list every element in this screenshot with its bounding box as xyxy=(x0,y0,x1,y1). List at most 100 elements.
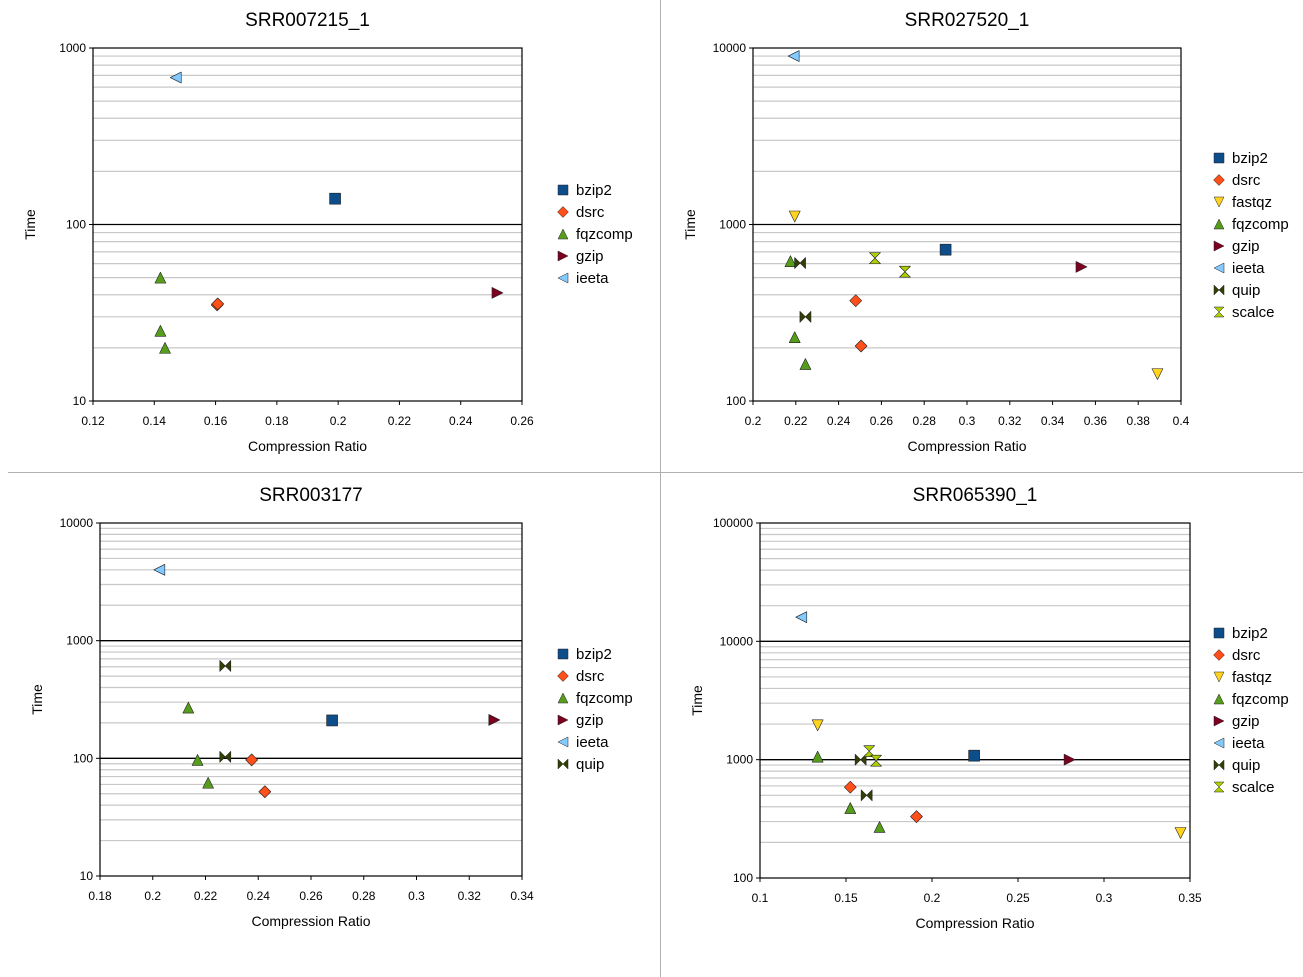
x-tick-label: 0.36 xyxy=(1084,414,1108,428)
legend-label-gzip: gzip xyxy=(576,248,604,265)
data-point-bzip2 xyxy=(939,243,952,256)
chart-legend: bzip2 dsrc fastqz fqzcomp gzip ieeta quip scalc… xyxy=(1213,625,1289,796)
legend-marker-dsrc xyxy=(1213,174,1225,186)
panel-divider-horizontal xyxy=(8,472,1303,473)
legend-marker-dsrc xyxy=(557,206,569,218)
data-point-dsrc xyxy=(849,294,863,308)
legend-marker-gzip xyxy=(557,714,569,726)
chart-panel-1: SRR007215_1 10 100 1000 0.12 0.14 0.16 0.18 0.2 0… xyxy=(22,10,633,454)
x-axis-label: Compression Ratio xyxy=(251,913,370,929)
x-tick-label: 0.3 xyxy=(959,414,976,428)
plot-area xyxy=(759,522,1191,879)
data-point-fqzcomp xyxy=(788,331,801,343)
y-tick-label: 100000 xyxy=(713,516,753,530)
x-tick-label: 0.3 xyxy=(1096,891,1113,905)
data-point-dsrc xyxy=(211,297,225,311)
x-tick-label: 0.26 xyxy=(870,414,894,428)
x-tick-label: 0.35 xyxy=(1178,891,1202,905)
legend-label-bzip2: bzip2 xyxy=(576,182,612,199)
x-tick-label: 0.22 xyxy=(194,889,218,903)
x-tick-label: 0.2 xyxy=(924,891,941,905)
legend-label-gzip: gzip xyxy=(576,712,604,729)
data-point-bzip2 xyxy=(968,749,980,762)
y-tick-label: 10 xyxy=(73,394,87,408)
data-point-gzip xyxy=(1075,261,1088,273)
legend-marker-ieeta xyxy=(557,272,569,284)
legend-label-scalce: scalce xyxy=(1232,779,1275,796)
data-point-quip xyxy=(219,751,232,763)
chart-panel-3: SRR003177 10 100 1000 10000 0.18 0.2 0.22 0.24 0.… xyxy=(29,485,633,929)
x-tick-label: 0.26 xyxy=(299,889,323,903)
chart-title: SRR007215_1 xyxy=(245,10,370,31)
legend-marker-scalce xyxy=(1213,781,1225,793)
y-tick-label: 10000 xyxy=(60,516,94,530)
legend-label-dsrc: dsrc xyxy=(1232,647,1261,664)
legend-marker-dsrc xyxy=(557,670,569,682)
y-axis-label: Time xyxy=(22,209,38,240)
x-tick-label: 0.2 xyxy=(745,414,762,428)
x-tick-label: 0.26 xyxy=(510,414,534,428)
x-tick-label: 0.28 xyxy=(913,414,937,428)
x-tick-label: 0.24 xyxy=(247,889,271,903)
data-point-fastqz xyxy=(1174,827,1187,839)
data-point-bzip2 xyxy=(326,714,338,727)
data-point-ieeta xyxy=(787,50,800,62)
legend-label-ieeta: ieeta xyxy=(576,734,609,751)
legend-label-quip: quip xyxy=(1232,757,1260,774)
legend-marker-quip xyxy=(1213,284,1225,296)
legend-marker-quip xyxy=(557,758,569,770)
data-point-bzip2 xyxy=(329,192,341,205)
y-tick-label: 1000 xyxy=(719,218,746,232)
legend-label-fqzcomp: fqzcomp xyxy=(576,690,633,707)
legend-label-fastqz: fastqz xyxy=(1232,194,1272,211)
data-point-fqzcomp xyxy=(799,358,812,370)
x-tick-label: 0.38 xyxy=(1127,414,1151,428)
y-tick-label: 10000 xyxy=(713,41,747,55)
legend-label-quip: quip xyxy=(576,756,604,773)
data-point-fqzcomp xyxy=(159,342,171,354)
plot-area xyxy=(99,522,523,877)
legend-label-fqzcomp: fqzcomp xyxy=(1232,216,1289,233)
y-tick-label: 1000 xyxy=(66,634,93,648)
legend-marker-scalce xyxy=(1213,306,1225,318)
data-point-quip xyxy=(794,257,806,269)
data-point-fastqz xyxy=(788,210,801,223)
legend-label-gzip: gzip xyxy=(1232,713,1260,730)
chart-panel-4: SRR065390_1 100 1000 10000 100000 0.1 0.15 0.2 0… xyxy=(689,485,1289,931)
legend-label-scalce: scalce xyxy=(1232,304,1275,321)
data-point-ieeta xyxy=(153,564,166,576)
data-point-ieeta xyxy=(169,71,182,84)
legend-marker-ieeta xyxy=(557,736,569,748)
x-tick-label: 0.4 xyxy=(1173,414,1190,428)
x-tick-label: 0.34 xyxy=(1041,414,1065,428)
x-axis-label: Compression Ratio xyxy=(907,438,1026,454)
data-point-fqzcomp xyxy=(844,802,857,814)
x-tick-label: 0.24 xyxy=(827,414,851,428)
data-point-fastqz xyxy=(811,719,824,732)
legend-label-fqzcomp: fqzcomp xyxy=(576,226,633,243)
legend-marker-bzip2 xyxy=(1213,627,1225,639)
x-axis-label: Compression Ratio xyxy=(248,438,367,454)
data-point-fqzcomp xyxy=(873,821,886,833)
chart-legend: bzip2 dsrc fqzcomp gzip ieeta xyxy=(557,182,633,287)
y-tick-label: 100 xyxy=(66,218,86,232)
x-axis-label: Compression Ratio xyxy=(915,915,1034,931)
legend-marker-quip xyxy=(1213,759,1225,771)
data-point-scalce xyxy=(899,265,911,278)
y-axis-label: Time xyxy=(29,684,45,715)
x-tick-label: 0.18 xyxy=(265,414,289,428)
legend-marker-bzip2 xyxy=(557,648,569,660)
y-tick-label: 100 xyxy=(733,871,753,885)
legend-label-bzip2: bzip2 xyxy=(576,646,612,663)
legend-marker-ieeta xyxy=(1213,262,1225,274)
x-tick-label: 0.2 xyxy=(144,889,161,903)
legend-marker-gzip xyxy=(1213,715,1225,727)
legend-label-fastqz: fastqz xyxy=(1232,669,1272,686)
legend-marker-bzip2 xyxy=(557,184,569,196)
data-point-dsrc xyxy=(245,753,258,767)
chart-title: SRR003177 xyxy=(259,485,363,506)
legend-label-fqzcomp: fqzcomp xyxy=(1232,691,1289,708)
legend-label-dsrc: dsrc xyxy=(576,204,605,221)
x-tick-label: 0.25 xyxy=(1006,891,1030,905)
